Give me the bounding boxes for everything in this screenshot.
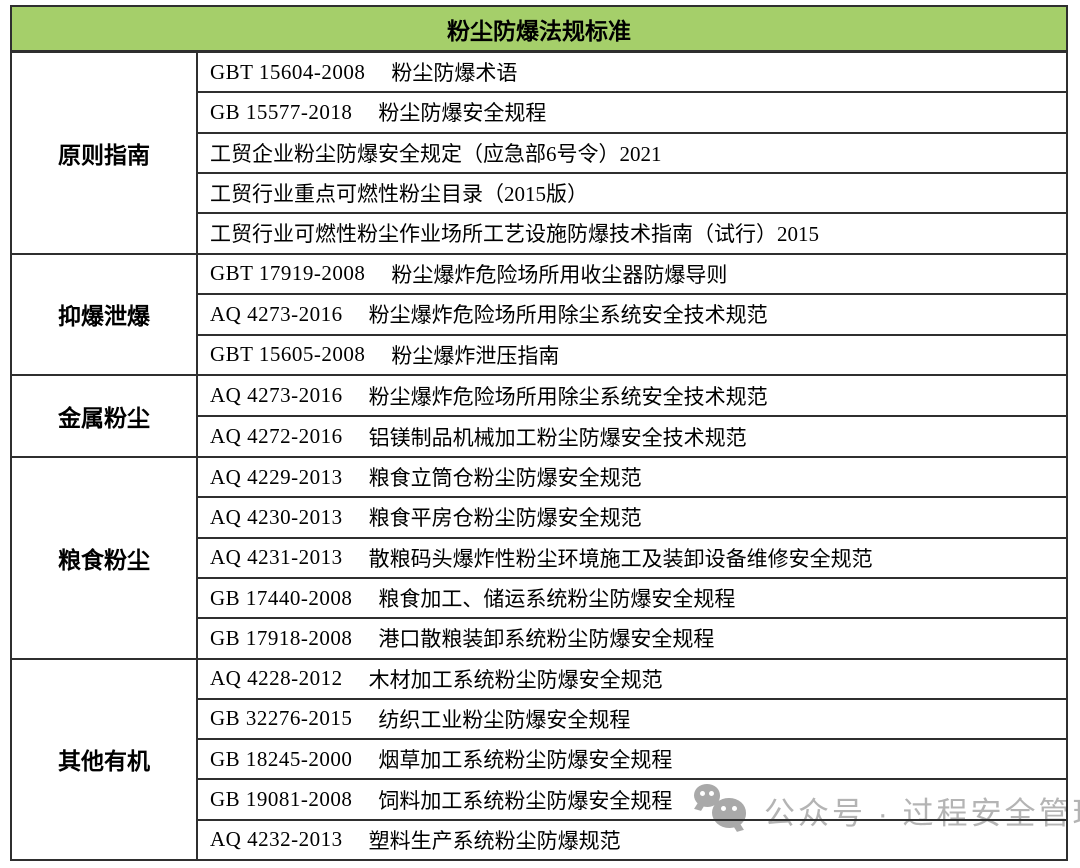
wechat-icon (694, 784, 750, 836)
standard-code: AQ 4272-2016 (210, 424, 343, 449)
table-row: AQ 4229-2013 粮食立筒仓粉尘防爆安全规范 (198, 458, 1066, 499)
standard-name: 粉尘爆炸危险场所用除尘系统安全技术规范 (368, 303, 768, 328)
table-row: GB 32276-2015 纺织工业粉尘防爆安全规程 (198, 700, 1066, 741)
standard-code: GBT 15605-2008 (210, 342, 366, 367)
standard-name: 散粮码头爆炸性粉尘环境施工及装卸设备维修安全规范 (368, 546, 873, 571)
table-row: 工贸行业重点可燃性粉尘目录（2015版） (198, 174, 1066, 215)
regulations-table: 粉尘防爆法规标准 原则指南 GBT 15604-2008 粉尘防爆术语 GB 1557… (10, 5, 1068, 861)
standard-name: 铝镁制品机械加工粉尘防爆安全技术规范 (368, 425, 747, 450)
standard-code: AQ 4273-2016 (210, 301, 343, 326)
table-row: AQ 4228-2012 木材加工系统粉尘防爆安全规范 (198, 660, 1066, 700)
standard-name: 粉尘爆炸泄压指南 (391, 343, 560, 368)
category-label: 抑爆泄爆 (12, 254, 198, 375)
standard-name: 工贸企业粉尘防爆安全规定（应急部6号令）2021 (210, 141, 662, 166)
table-row: GBT 15605-2008 粉尘爆炸泄压指南 (198, 336, 1066, 375)
standard-code: GB 17440-2008 (210, 585, 353, 610)
table-section: 其他有机 AQ 4228-2012 木材加工系统粉尘防爆安全规范 GB 32276-2… (12, 659, 1066, 860)
table-row: 工贸行业可燃性粉尘作业场所工艺设施防爆技术指南（试行）2015 (198, 214, 1066, 252)
standard-name: 粉尘防爆术语 (391, 61, 518, 86)
standard-name: 烟草加工系统粉尘防爆安全规程 (378, 748, 673, 773)
standard-name: 粮食平房仓粉尘防爆安全规范 (368, 506, 642, 531)
section-rows: AQ 4273-2016 粉尘爆炸危险场所用除尘系统安全技术规范 AQ 4272-2… (198, 376, 1066, 456)
table-section: 原则指南 GBT 15604-2008 粉尘防爆术语 GB 15577-2018 粉尘防… (12, 53, 1066, 255)
standard-code: GB 15577-2018 (210, 99, 353, 124)
standard-code: AQ 4232-2013 (210, 827, 343, 852)
standard-code: GB 17918-2008 (210, 625, 353, 650)
standard-code: AQ 4228-2012 (210, 666, 343, 691)
table-row: AQ 4273-2016 粉尘爆炸危险场所用除尘系统安全技术规范 (198, 376, 1066, 418)
standard-code: GB 19081-2008 (210, 787, 353, 812)
standard-name: 粉尘防爆安全规程 (378, 101, 547, 126)
standard-name: 饲料加工系统粉尘防爆安全规程 (378, 788, 673, 813)
standard-name: 粉尘爆炸危险场所用收尘器防爆导则 (391, 262, 728, 287)
standard-code: AQ 4229-2013 (210, 464, 343, 489)
section-rows: GBT 15604-2008 粉尘防爆术语 GB 15577-2018 粉尘防爆安全规… (198, 53, 1066, 253)
standard-name: 粉尘爆炸危险场所用除尘系统安全技术规范 (368, 384, 768, 409)
table-row: GB 17918-2008 港口散粮装卸系统粉尘防爆安全规程 (198, 619, 1066, 657)
standard-name: 木材加工系统粉尘防爆安全规范 (368, 667, 663, 692)
table-row: AQ 4232-2013 塑料生产系统粉尘防爆规范 (198, 821, 1066, 859)
table-row: GBT 17919-2008 粉尘爆炸危险场所用收尘器防爆导则 (198, 255, 1066, 296)
standard-name: 工贸行业重点可燃性粉尘目录（2015版） (210, 182, 588, 207)
table-section: 金属粉尘 AQ 4273-2016 粉尘爆炸危险场所用除尘系统安全技术规范 AQ 42… (12, 376, 1066, 458)
table-row: GB 19081-2008 饲料加工系统粉尘防爆安全规程 (198, 780, 1066, 821)
standard-name: 粮食加工、储运系统粉尘防爆安全规程 (378, 587, 736, 612)
standard-name: 工贸行业可燃性粉尘作业场所工艺设施防爆技术指南（试行）2015 (210, 222, 819, 247)
watermark: 公众号 · 过程安全管理 (694, 784, 1080, 836)
table-section: 粮食粉尘 AQ 4229-2013 粮食立筒仓粉尘防爆安全规范 AQ 4230-201… (12, 458, 1066, 660)
table-title: 粉尘防爆法规标准 (12, 7, 1066, 53)
standard-name: 港口散粮装卸系统粉尘防爆安全规程 (378, 627, 715, 652)
section-rows: AQ 4228-2012 木材加工系统粉尘防爆安全规范 GB 32276-2015 纺… (198, 660, 1066, 860)
standard-code: GB 32276-2015 (210, 706, 353, 731)
standard-code: GB 18245-2000 (210, 746, 353, 771)
standard-name: 粮食立筒仓粉尘防爆安全规范 (368, 466, 642, 491)
table-row: GB 15577-2018 粉尘防爆安全规程 (198, 93, 1066, 134)
section-rows: AQ 4229-2013 粮食立筒仓粉尘防爆安全规范 AQ 4230-2013 粮食平… (198, 458, 1066, 658)
standard-code: AQ 4273-2016 (210, 383, 343, 408)
table-row: AQ 4230-2013 粮食平房仓粉尘防爆安全规范 (198, 498, 1066, 539)
standard-name: 纺织工业粉尘防爆安全规程 (378, 707, 631, 732)
standard-code: AQ 4230-2013 (210, 504, 343, 529)
standard-code: GBT 15604-2008 (210, 59, 366, 84)
table-row: GBT 15604-2008 粉尘防爆术语 (198, 53, 1066, 94)
category-label: 粮食粉尘 (12, 458, 198, 658)
category-label: 金属粉尘 (12, 376, 198, 456)
table-row: AQ 4231-2013 散粮码头爆炸性粉尘环境施工及装卸设备维修安全规范 (198, 539, 1066, 579)
section-rows: GBT 17919-2008 粉尘爆炸危险场所用收尘器防爆导则 AQ 4273-20… (198, 255, 1066, 375)
table-row: AQ 4273-2016 粉尘爆炸危险场所用除尘系统安全技术规范 (198, 295, 1066, 336)
standard-name: 塑料生产系统粉尘防爆规范 (368, 828, 621, 853)
category-label: 其他有机 (12, 659, 198, 859)
table-section: 抑爆泄爆 GBT 17919-2008 粉尘爆炸危险场所用收尘器防爆导则 AQ 427… (12, 254, 1066, 377)
table-row: GB 17440-2008 粮食加工、储运系统粉尘防爆安全规程 (198, 579, 1066, 620)
table-row: 工贸企业粉尘防爆安全规定（应急部6号令）2021 (198, 134, 1066, 174)
watermark-text: 公众号 · 过程安全管理 (764, 795, 1080, 831)
table-row: GB 18245-2000 烟草加工系统粉尘防爆安全规程 (198, 740, 1066, 781)
standard-code: AQ 4231-2013 (210, 545, 343, 570)
standard-code: GBT 17919-2008 (210, 261, 366, 286)
table-row: AQ 4272-2016 铝镁制品机械加工粉尘防爆安全技术规范 (198, 417, 1066, 456)
table-body: 原则指南 GBT 15604-2008 粉尘防爆术语 GB 15577-2018 粉尘防… (12, 53, 1066, 859)
category-label: 原则指南 (12, 53, 198, 253)
